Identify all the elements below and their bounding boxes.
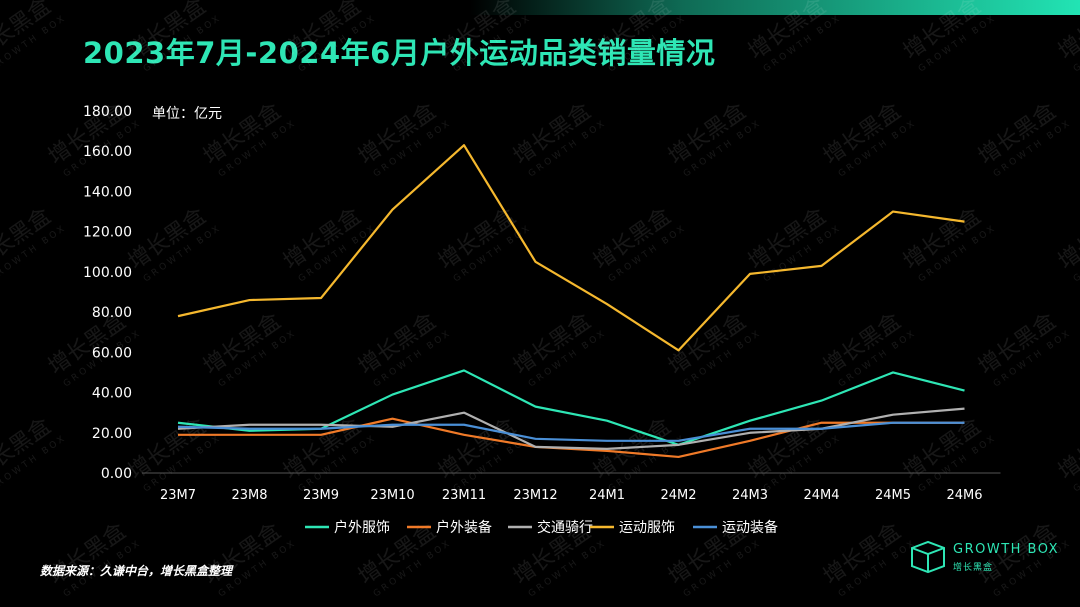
legend-label: 户外服饰 xyxy=(334,519,390,536)
brand-logo: GROWTH BOX 增长黑盒 xyxy=(908,540,1058,578)
y-tick-label: 180.00 xyxy=(83,104,132,120)
y-tick-label: 160.00 xyxy=(83,144,132,160)
x-tick-label: 24M5 xyxy=(875,488,911,503)
legend-item: 户外服饰 xyxy=(305,519,390,536)
y-axis: 0.00 20.00 40.00 60.00 80.00 100.00 120.00 140.… xyxy=(83,104,132,482)
x-tick-label: 24M2 xyxy=(660,488,696,503)
y-tick-label: 20.00 xyxy=(92,426,132,442)
brand-subname: 增长黑盒 xyxy=(953,563,994,573)
watermark-text: 增长黑盒 xyxy=(1054,0,1080,65)
legend-item: 运动装备 xyxy=(693,519,778,536)
series-lines xyxy=(177,144,965,459)
watermark-text: 增长黑盒 xyxy=(1054,204,1080,275)
x-tick-label: 23M9 xyxy=(303,488,339,503)
x-tick-label: 24M4 xyxy=(803,488,839,503)
y-tick-label: 100.00 xyxy=(83,265,132,281)
chart-title: 2023年7月-2024年6月户外运动品类销量情况 xyxy=(83,36,716,70)
brand-name: GROWTH BOX xyxy=(953,542,1060,557)
series-line xyxy=(177,144,965,352)
legend-label: 运动服饰 xyxy=(619,520,675,536)
y-tick-label: 80.00 xyxy=(92,305,132,321)
legend-item: 交通骑行 xyxy=(508,519,593,536)
legend-item: 运动服饰 xyxy=(590,520,675,536)
x-axis: 23M7 23M8 23M9 23M10 23M11 23M12 24M1 24M2 24M3 2… xyxy=(160,488,983,503)
x-tick-label: 23M10 xyxy=(370,488,414,503)
y-tick-label: 120.00 xyxy=(83,225,132,241)
source-note: 数据来源：久谦中台，增长黑盒整理 xyxy=(40,564,233,578)
legend: 户外服饰 户外装备 交通骑行 运动服饰 运动装备 xyxy=(305,519,778,536)
unit-label: 单位：亿元 xyxy=(152,106,222,122)
cube-logo-icon xyxy=(911,540,945,574)
y-tick-label: 40.00 xyxy=(92,386,132,402)
series-line xyxy=(177,407,965,450)
x-tick-label: 24M1 xyxy=(589,488,625,503)
y-tick-label: 140.00 xyxy=(83,184,132,200)
legend-label: 交通骑行 xyxy=(537,519,593,536)
x-tick-label: 24M6 xyxy=(946,488,982,503)
top-accent-bar xyxy=(470,0,1080,15)
x-tick-label: 24M3 xyxy=(732,488,768,503)
series-line xyxy=(177,421,965,442)
legend-item: 户外装备 xyxy=(407,519,492,536)
x-tick-label: 23M11 xyxy=(442,488,486,503)
x-tick-label: 23M8 xyxy=(231,488,267,503)
watermark-text: 增长黑盒 xyxy=(1054,414,1080,485)
y-tick-label: 60.00 xyxy=(92,345,132,361)
x-tick-label: 23M12 xyxy=(513,488,557,503)
legend-label: 运动装备 xyxy=(722,519,778,536)
legend-label: 户外装备 xyxy=(436,519,492,536)
y-tick-label: 0.00 xyxy=(101,466,132,482)
x-tick-label: 23M7 xyxy=(160,488,196,503)
